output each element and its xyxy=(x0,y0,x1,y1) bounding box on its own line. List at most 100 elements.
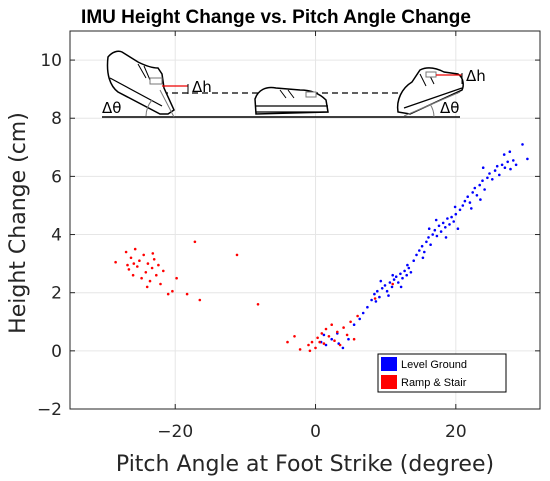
data-point xyxy=(421,256,425,260)
data-point xyxy=(307,343,310,347)
data-point xyxy=(433,228,437,232)
data-point xyxy=(453,205,457,209)
data-point xyxy=(324,327,328,331)
data-point xyxy=(391,282,395,286)
data-points xyxy=(114,143,529,353)
data-point xyxy=(162,269,165,273)
data-point xyxy=(454,212,458,216)
data-point xyxy=(405,273,409,277)
data-point xyxy=(409,271,413,274)
data-point xyxy=(151,252,155,255)
data-point xyxy=(423,250,426,254)
data-point xyxy=(338,343,342,347)
data-point xyxy=(138,259,141,263)
data-point xyxy=(148,279,152,283)
data-point xyxy=(320,332,324,335)
data-point xyxy=(450,215,453,219)
left-shoe-icon: Δh Δθ xyxy=(102,50,212,118)
legend-swatch-ramp-stair xyxy=(381,375,397,389)
data-point xyxy=(361,311,365,315)
legend: Level Ground Ramp & Stair xyxy=(377,353,507,393)
data-point xyxy=(391,273,395,277)
data-point xyxy=(415,253,418,257)
data-point xyxy=(427,227,431,230)
data-point xyxy=(193,240,197,244)
data-point xyxy=(456,227,460,230)
data-point xyxy=(512,159,515,162)
y-tick-label: 10 xyxy=(40,51,62,71)
data-point xyxy=(327,335,331,338)
y-tick-label: 2 xyxy=(51,284,62,304)
series-ramp-stair xyxy=(114,240,395,353)
data-point xyxy=(434,218,438,222)
data-point xyxy=(314,346,317,350)
data-point xyxy=(503,166,507,169)
data-point xyxy=(373,297,377,300)
data-point xyxy=(420,244,424,248)
data-point xyxy=(318,340,322,344)
legend-label-ramp-stair: Ramp & Stair xyxy=(401,377,467,389)
data-point xyxy=(342,326,345,329)
data-point xyxy=(126,263,129,267)
data-point xyxy=(488,172,491,175)
data-point xyxy=(502,153,506,156)
data-point xyxy=(144,271,148,274)
data-point xyxy=(425,240,428,244)
data-point xyxy=(352,323,356,327)
data-point xyxy=(352,337,356,341)
data-point xyxy=(427,236,430,239)
data-point xyxy=(437,224,441,228)
data-point xyxy=(483,188,486,191)
data-point xyxy=(157,263,160,267)
data-point xyxy=(475,194,479,197)
data-point xyxy=(463,199,467,203)
legend-label-level-ground: Level Ground xyxy=(401,359,467,371)
data-point xyxy=(446,217,449,220)
data-point xyxy=(370,298,373,302)
data-point xyxy=(390,285,394,289)
data-point xyxy=(394,275,398,279)
data-point xyxy=(429,243,432,246)
data-point xyxy=(444,236,448,239)
data-point xyxy=(498,173,501,177)
series-level-ground xyxy=(319,143,529,350)
data-point xyxy=(466,195,470,198)
data-point xyxy=(373,292,376,296)
data-point xyxy=(256,303,260,306)
data-point xyxy=(470,207,473,210)
data-point xyxy=(403,269,406,273)
delta-h-label-left: Δh xyxy=(192,78,212,96)
data-point xyxy=(358,317,362,321)
data-point xyxy=(378,295,381,299)
data-point xyxy=(293,335,296,338)
data-point xyxy=(308,349,312,353)
data-point xyxy=(385,289,389,293)
data-point xyxy=(366,305,369,309)
data-point xyxy=(155,273,158,277)
delta-h-label-right: Δh xyxy=(466,67,486,85)
data-point xyxy=(235,253,239,257)
chart-title: IMU Height Change vs. Pitch Angle Change xyxy=(81,7,471,28)
center-shoe-icon xyxy=(254,86,329,115)
plot-frame xyxy=(69,30,541,410)
data-point xyxy=(185,292,189,296)
data-point xyxy=(392,278,396,281)
data-point xyxy=(374,300,378,303)
data-point xyxy=(345,333,349,337)
data-point xyxy=(341,346,345,350)
data-point xyxy=(336,330,339,334)
data-point xyxy=(397,281,400,284)
data-point xyxy=(506,160,510,164)
data-point xyxy=(407,266,411,270)
data-point xyxy=(333,339,336,343)
data-point xyxy=(478,183,482,187)
data-point xyxy=(324,343,328,347)
data-point xyxy=(448,223,451,226)
data-point xyxy=(150,266,154,270)
x-tick-label: 20 xyxy=(445,422,467,442)
data-point xyxy=(500,163,504,167)
data-point xyxy=(439,230,443,233)
y-axis-label: Height Change (cm) xyxy=(6,112,31,334)
